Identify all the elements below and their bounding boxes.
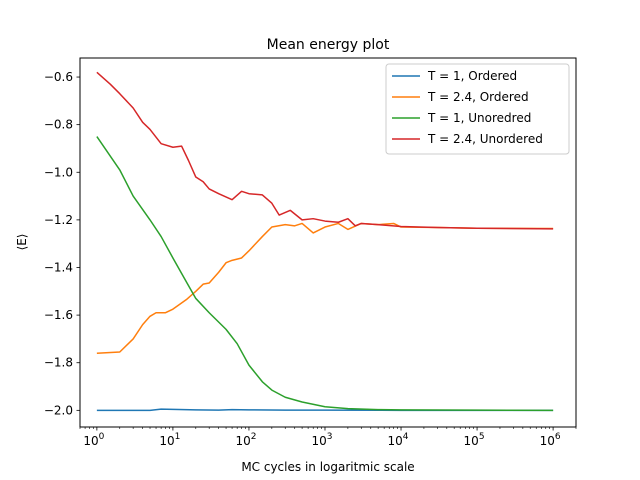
y-tick-label-4: −1.4 [44,260,73,274]
y-tick-label-7: −2.0 [44,403,73,417]
x-tick-label-5: 105 [464,432,485,448]
series-line-3 [96,136,554,412]
legend-label-4: T = 2.4, Unordered [427,132,543,146]
legend-label-2: T = 2.4, Ordered [427,90,529,104]
x-tick-label-6: 106 [540,432,561,448]
x-tick-label-2: 102 [235,432,256,448]
x-axis-label: MC cycles in logaritmic scale [241,460,414,474]
x-axis-ticks: 100 101 102 103 104 105 106 [79,427,577,448]
y-tick-label-3: −1.2 [44,213,73,227]
x-tick-label-4: 104 [388,432,409,448]
y-axis-ticks: −0.6 −0.8 −1.0 −1.2 −1.4 −1.6 −1.8 −2.0 [44,70,80,417]
y-tick-label-5: −1.6 [44,308,73,322]
y-tick-label-2: −1.0 [44,165,73,179]
plot-area [96,71,554,412]
legend-label-1: T = 1, Ordered [427,69,517,83]
legend-label-3: T = 1, Unoredred [427,111,531,125]
y-axis-label: ⟨E⟩ [15,234,29,251]
chart-title: Mean energy plot [267,37,390,53]
x-tick-label-1: 101 [159,432,180,448]
y-tick-label-0: −0.6 [44,70,73,84]
x-tick-label-3: 103 [311,432,332,448]
series-line-4 [96,71,554,230]
legend: T = 1, Ordered T = 2.4, Ordered T = 1, Uno… [385,63,570,155]
y-tick-label-1: −0.8 [44,118,73,132]
x-tick-label-0: 100 [83,432,104,448]
plot-frame [79,57,577,428]
legend-box [385,63,570,155]
y-tick-label-6: −1.8 [44,356,73,370]
